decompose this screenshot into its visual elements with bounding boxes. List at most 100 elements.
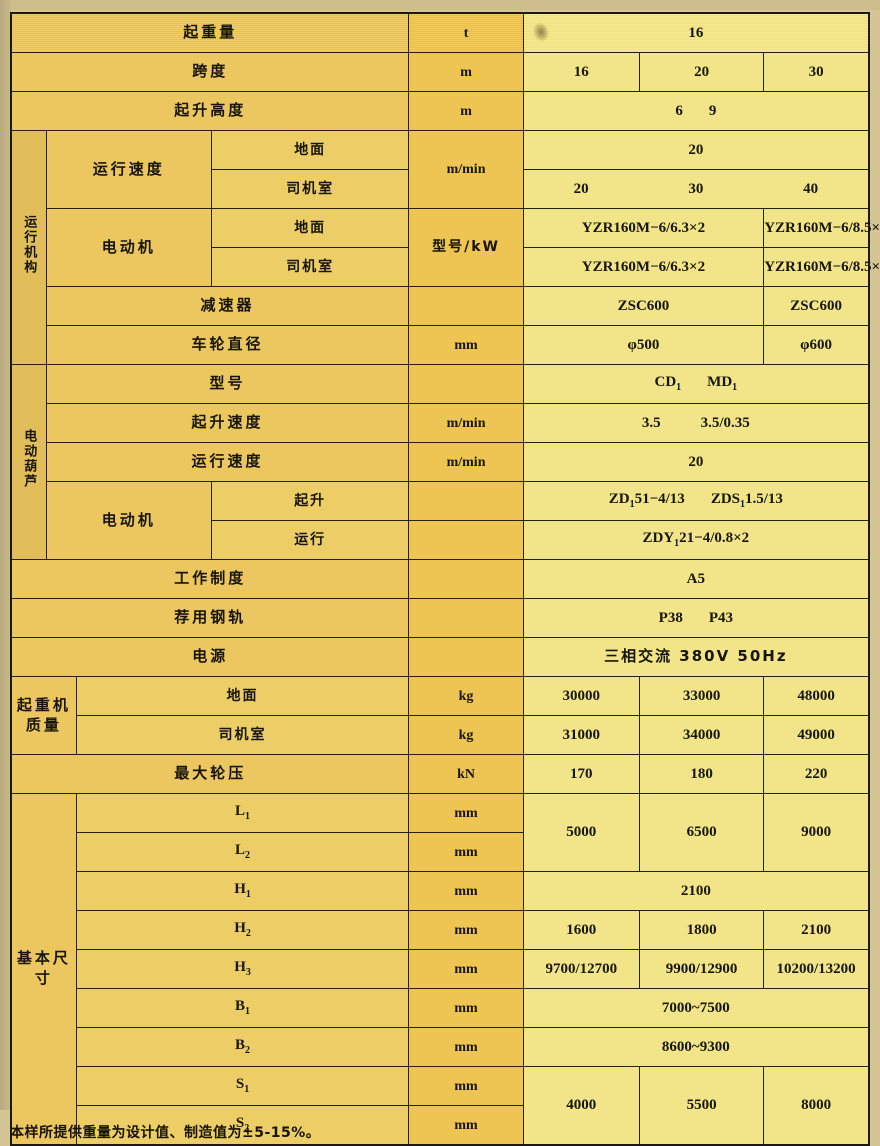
row-label-crane-mass: 起重机质量 [10, 676, 77, 755]
table-row: 司机室 YZR160M−6/6.3×2 YZR160M−6/8.5×2 [11, 247, 880, 287]
value-travel-speed-ground: 20 [522, 130, 870, 170]
value-hoist-motor-run: ZDY121−4/0.8×2 [522, 520, 870, 560]
symbol-cell-S2: S2 [75, 1105, 410, 1146]
table-row: 起升速度 m/min 3.5 3.5/0.35 [11, 403, 870, 443]
value-mass-ground-3: 48000 [763, 676, 870, 716]
value-S-1: 4000 [522, 1066, 640, 1146]
table-row: S2 mm [11, 1105, 869, 1146]
table-row: H1 mm 2100 [11, 871, 870, 911]
sub-label-ground: 地面 [210, 208, 410, 248]
sub-label-cabin: 司机室 [210, 247, 410, 287]
table-row: B2 mm 8600~9300 [11, 1027, 870, 1067]
row-label-lift-height: 起升高度 [10, 91, 410, 131]
unit-cell-mm: mm [408, 832, 524, 872]
unit-cell-mm: mm [408, 910, 524, 950]
unit-cell-kg: kg [408, 715, 524, 755]
value-H3-1: 9700/12700 [522, 949, 640, 989]
table-row: 起重机质量 地面 kg 30000 33000 48000 [10, 676, 870, 755]
value-H2-3: 2100 [763, 910, 870, 950]
value-mass-ground-2: 33000 [638, 676, 765, 716]
row-label-hoist-run-speed: 运行速度 [45, 442, 410, 482]
table-row: 司机室 20 30 40 [11, 169, 870, 209]
unit-cell-mm: mm [408, 1066, 524, 1106]
symbol-cell-H1: H1 [75, 871, 410, 911]
row-label-travel-motor: 电动机 [45, 208, 212, 287]
value-power: 三相交流 380V 50Hz [522, 637, 870, 677]
table-row: 运行 ZDY121−4/0.8×2 [11, 520, 870, 560]
symbol-cell-H3: H3 [75, 949, 410, 989]
row-label-lifting-capacity: 起重量 [10, 12, 410, 53]
value-H2-2: 1800 [638, 910, 765, 950]
unit-cell-blank [408, 637, 524, 677]
value-wheel-load-1: 170 [522, 754, 640, 794]
unit-cell-mm: mm [408, 325, 524, 365]
unit-cell-mm: mm [408, 988, 524, 1028]
sub-label-cabin: 司机室 [75, 715, 410, 755]
unit-cell-blank [408, 559, 524, 599]
value-duty: A5 [522, 559, 870, 599]
table-row: 电动机 起升 ZD151−4/13 ZDS11.5/13 [11, 481, 870, 560]
unit-cell-m-min: m/min [408, 442, 524, 482]
unit-cell-blank [408, 481, 524, 521]
symbol-cell-H2: H2 [75, 910, 410, 950]
symbol-cell-S1: S1 [75, 1066, 410, 1106]
table-row: 基本尺寸 L1 mm 5000 6500 9000 [10, 793, 870, 1146]
value-rail: P38 P43 [522, 598, 870, 638]
page-left-margin [0, 0, 11, 1110]
unit-cell-mm: mm [408, 1105, 524, 1146]
value-S-2: 5500 [638, 1066, 765, 1146]
value-L-3: 9000 [763, 793, 870, 872]
group-label-travel-mechanism: 运行机构 [10, 130, 47, 365]
unit-cell-mm: mm [408, 1027, 524, 1067]
value-B2: 8600~9300 [522, 1027, 870, 1067]
value-span-1: 16 [522, 52, 640, 92]
row-label-wheel-diameter: 车轮直径 [45, 325, 410, 365]
sub-label-ground: 地面 [75, 676, 410, 716]
row-label-max-wheel-load: 最大轮压 [10, 754, 410, 794]
row-label-travel-speed: 运行速度 [45, 130, 212, 209]
unit-cell-mm: mm [408, 949, 524, 989]
value-span-3: 30 [763, 52, 870, 92]
row-label-duty: 工作制度 [10, 559, 410, 599]
unit-cell-kg: kg [408, 676, 524, 716]
row-label-basic-dimensions: 基本尺寸 [10, 793, 77, 1146]
value-travel-speed-cabin: 20 30 40 [522, 169, 870, 209]
table-row: 司机室 kg 31000 34000 49000 [11, 715, 870, 755]
table-footnote: 本样所提供重量为设计值、制造值为±5-15%。 [10, 1125, 321, 1141]
value-H1: 2100 [522, 871, 870, 911]
sub-label-ground: 地面 [210, 130, 410, 170]
value-hoist-speed: 3.5 3.5/0.35 [522, 403, 870, 443]
sub-label-cabin: 司机室 [210, 169, 410, 209]
unit-cell-t: t [408, 12, 524, 53]
sub-label-run: 运行 [210, 520, 410, 560]
value-motor-cabin-b: YZR160M−6/8.5×2 [763, 247, 880, 287]
value-H3-2: 9900/12900 [638, 949, 765, 989]
value-L-2: 6500 [638, 793, 765, 872]
table-row: 电动葫芦 型号 CD1 MD1 [10, 364, 870, 560]
value-mass-cabin-1: 31000 [522, 715, 640, 755]
unit-cell-blank [408, 598, 524, 638]
unit-cell-m-min: m/min [408, 403, 524, 443]
value-mass-cabin-2: 34000 [638, 715, 765, 755]
table-row: B1 mm 7000~7500 [11, 988, 870, 1028]
value-wheel-diameter-b: φ600 [763, 325, 870, 365]
row-label-reducer: 减速器 [45, 286, 410, 326]
row-label-power: 电源 [10, 637, 410, 677]
table-row: 减速器 ZSC600 ZSC600 [11, 286, 870, 326]
unit-cell-m: m [408, 91, 524, 131]
table-row: 荐用钢轨 P38 P43 [10, 598, 870, 638]
table-row: S1 mm 4000 5500 8000 [11, 1066, 870, 1146]
value-span-2: 20 [638, 52, 765, 92]
table-row: H3 mm 9700/12700 9900/12900 10200/13200 [11, 949, 870, 989]
table-row: 运行机构 运行速度 地面 m/min 20 [10, 130, 870, 365]
table-row: 工作制度 A5 [10, 559, 870, 599]
value-wheel-load-3: 220 [763, 754, 870, 794]
symbol-cell-B2: B2 [75, 1027, 410, 1067]
row-label-hoist-speed: 起升速度 [45, 403, 410, 443]
value-mass-ground-1: 30000 [522, 676, 640, 716]
value-B1: 7000~7500 [522, 988, 870, 1028]
table-row: H2 mm 1600 1800 2100 [11, 910, 870, 950]
